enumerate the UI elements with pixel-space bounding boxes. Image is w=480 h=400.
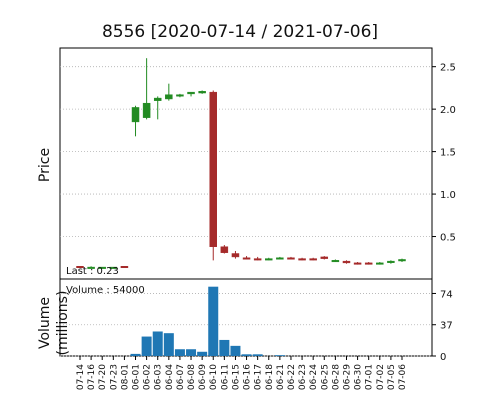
x-tick-label: 06-07 [176,364,186,390]
candle-body [87,266,95,269]
candle-body [265,258,273,261]
chart-title: 8556 [2020-07-14 / 2021-07-06] [101,22,379,42]
candle-body [209,91,217,247]
x-tick-label: 06-17 [254,364,264,390]
volume-label: Volume : 54000 [66,285,145,296]
x-tick-label: 07-14 [76,364,86,390]
x-tick-label: 06-02 [143,364,153,390]
x-tick-label: 07-06 [398,364,408,390]
x-tick-label: 08-01 [120,364,130,390]
x-tick-label: 06-24 [309,364,319,390]
candle-body [242,257,251,260]
candle-body [309,258,317,261]
x-tick-label: 07-05 [387,364,397,390]
candle-body [320,256,329,259]
volume-bar [230,345,241,356]
price-tick-label: 2.5 [440,63,456,74]
x-tick-label: 07-23 [109,364,119,390]
x-tick-label: 06-09 [198,364,208,390]
candle-body [76,266,84,269]
x-tick-label: 06-23 [298,364,308,390]
x-tick-label: 06-15 [231,364,241,390]
volume-bar [163,333,174,356]
x-tick-label: 06-16 [243,364,253,390]
x-tick-label: 07-01 [365,364,375,390]
candle-body [98,266,106,269]
candle-body [153,97,162,101]
x-tick-label: 06-30 [354,364,364,390]
price-tick-label: 0.5 [440,233,456,244]
x-tick-label: 07-20 [98,364,108,390]
volume-bar [274,355,285,356]
candle-body [109,266,118,269]
candle-body [231,253,240,258]
candle-body [131,107,140,123]
last-price-label: Last : 0.23 [66,266,119,277]
x-tick-label: 07-02 [376,364,386,390]
x-tick-label: 06-03 [154,364,164,390]
candle-body [276,257,284,260]
price-tick-label: 1.0 [440,190,456,201]
volume-tick-label: 0 [440,352,446,363]
candle-body [376,262,384,265]
volume-tick-label: 37 [440,321,453,332]
volume-tick-label: 74 [440,289,453,300]
volume-bar [186,349,197,356]
x-tick-label: 06-29 [342,364,352,390]
candle-body [398,259,406,262]
volume-bar [252,354,263,356]
x-tick-label: 06-18 [265,364,275,390]
candle-body [342,260,351,264]
candle-body [331,260,340,263]
volume-bar [130,353,141,356]
candle-body [364,262,373,265]
candle-body [298,258,306,261]
candle-body [176,94,184,97]
candle-body [198,91,206,94]
candle-body [220,246,229,253]
x-tick-label: 06-01 [132,364,142,390]
volume-bar [197,351,208,356]
candle-body [142,102,151,118]
x-tick-label: 06-21 [276,364,286,390]
candle-body [165,94,173,100]
x-tick-label: 06-10 [209,364,219,390]
x-tick-label: 06-04 [165,364,175,390]
candle-body [120,266,129,269]
x-tick-label: 06-25 [320,364,330,390]
candle-body [187,91,195,95]
volume-bar [219,339,230,356]
volume-bar [241,354,252,356]
candle-body [287,257,295,260]
volume-bar [174,349,185,356]
x-tick-label: 07-16 [87,364,97,390]
candle-body [353,262,362,265]
volume-bar [152,331,163,356]
price-tick-label: 1.5 [440,148,456,159]
price-tick-label: 2.0 [440,105,456,116]
x-tick-label: 06-22 [287,364,297,390]
x-tick-label: 06-11 [220,364,230,390]
volume-bar [208,286,219,356]
volume-bar [141,336,152,356]
candle-body [387,260,395,263]
x-tick-label: 06-08 [187,364,197,390]
candle-body [253,258,262,261]
price-panel-frame [59,47,433,280]
x-tick-label: 06-28 [331,364,341,390]
